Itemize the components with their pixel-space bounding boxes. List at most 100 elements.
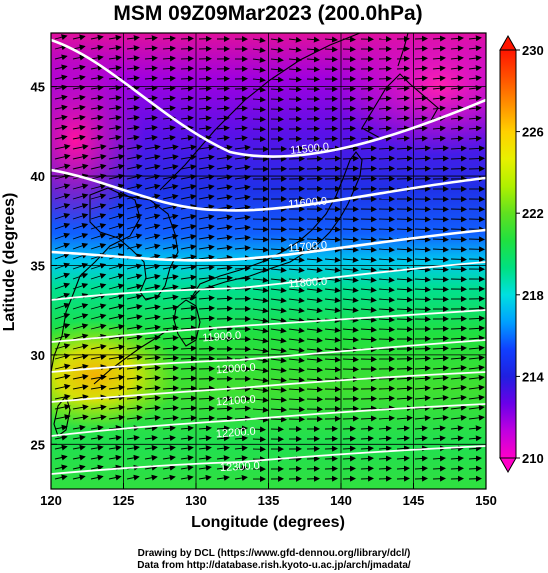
wind-arrow: [54, 124, 68, 131]
wind-arrow: [450, 85, 464, 92]
wind-arrow: [252, 86, 266, 93]
wind-arrow: [360, 266, 377, 273]
contour-label: 12200.0: [216, 426, 257, 441]
x-tick-label: 150: [475, 493, 497, 508]
wind-arrow: [234, 135, 248, 142]
wind-arrow: [108, 34, 122, 41]
wind-arrow: [144, 45, 158, 52]
wind-arrow: [198, 305, 215, 312]
wind-arrow: [180, 85, 194, 92]
wind-arrow: [396, 435, 410, 442]
wind-arrow: [252, 297, 269, 304]
wind-arrow: [162, 213, 179, 220]
wind-arrow: [54, 203, 71, 210]
colorbar-ticks: 210 214 218 222 226 230: [516, 43, 544, 466]
wind-arrow: [252, 47, 266, 53]
wind-arrow: [360, 306, 377, 313]
wind-arrow: [108, 344, 125, 351]
wind-arrow: [306, 46, 320, 53]
wind-arrow: [72, 183, 89, 190]
wind-arrow: [306, 267, 323, 273]
wind-arrow: [198, 355, 215, 362]
wind-arrow: [342, 135, 356, 142]
wind-arrow: [234, 465, 248, 472]
wind-arrow: [450, 226, 467, 233]
wind-arrow: [342, 445, 356, 452]
x-tick-label: 125: [113, 493, 135, 508]
wind-arrow: [108, 434, 122, 441]
wind-arrow: [72, 404, 89, 411]
wind-arrow: [180, 184, 197, 190]
wind-arrow: [198, 415, 215, 422]
wind-arrow: [468, 345, 485, 352]
wind-arrow: [90, 243, 107, 250]
wind-arrow: [414, 65, 428, 72]
wind-arrow: [378, 105, 392, 112]
wind-arrow: [414, 236, 431, 243]
wind-arrow: [180, 213, 197, 220]
wind-arrow: [324, 356, 341, 363]
wind-arrow: [324, 256, 341, 263]
wind-arrow: [126, 334, 143, 341]
wind-arrow: [360, 95, 374, 102]
wind-arrow: [432, 394, 449, 401]
wind-arrow: [324, 287, 341, 294]
wind-arrow: [54, 153, 71, 160]
colorbar-min-triangle: [499, 457, 517, 474]
wind-arrow: [162, 464, 176, 471]
wind-arrow: [72, 374, 89, 380]
contour-line: [51, 261, 486, 301]
wind-arrow: [288, 347, 305, 354]
wind-arrow: [144, 284, 161, 290]
wind-arrow: [144, 134, 158, 141]
wind-arrow: [306, 145, 323, 152]
wind-arrow: [432, 414, 449, 421]
colorbar-gradient: [499, 49, 517, 459]
wind-arrow: [144, 375, 161, 382]
wind-arrow: [342, 125, 356, 132]
wind-arrow: [342, 326, 359, 333]
wind-arrow: [198, 154, 215, 161]
wind-arrow: [162, 395, 179, 402]
wind-arrow: [252, 96, 266, 103]
wind-arrow: [126, 384, 143, 391]
wind-arrow: [90, 444, 104, 451]
wind-arrow: [108, 95, 122, 102]
wind-arrow: [360, 415, 377, 422]
wind-arrow: [360, 296, 377, 303]
wind-arrow: [432, 256, 449, 263]
wind-arrow: [90, 223, 107, 230]
wind-arrow: [108, 154, 125, 160]
wind-arrow: [414, 226, 431, 233]
wind-arrow: [162, 314, 179, 321]
wind-arrow: [180, 254, 197, 261]
wind-arrow: [324, 155, 341, 162]
wind-arrow: [144, 55, 158, 62]
contour-line: [51, 371, 486, 403]
wind-arrow: [432, 125, 446, 132]
wind-arrow: [180, 55, 194, 62]
wind-arrow: [126, 183, 143, 190]
wind-arrow: [198, 65, 212, 72]
wind-arrow: [72, 444, 86, 451]
wind-arrow: [324, 336, 341, 343]
wind-arrow: [54, 74, 68, 81]
wind-arrow: [396, 425, 410, 432]
colorbar-max-triangle: [499, 34, 517, 51]
wind-arrow: [378, 455, 392, 462]
x-axis-label: Longitude (degrees): [191, 514, 345, 531]
korea-coast: [89, 187, 179, 301]
wind-arrow: [144, 105, 158, 112]
wind-arrow: [432, 375, 449, 382]
wind-arrow: [450, 95, 464, 102]
wind-arrow: [198, 264, 215, 271]
wind-arrow: [108, 334, 125, 341]
wind-arrow: [396, 465, 410, 472]
wind-arrow: [378, 385, 395, 392]
wind-arrow: [450, 155, 467, 162]
wind-arrow: [432, 236, 449, 243]
wind-arrow: [144, 263, 161, 270]
wind-arrow: [108, 163, 125, 170]
wind-arrow: [216, 405, 233, 412]
wind-arrow: [216, 275, 233, 282]
